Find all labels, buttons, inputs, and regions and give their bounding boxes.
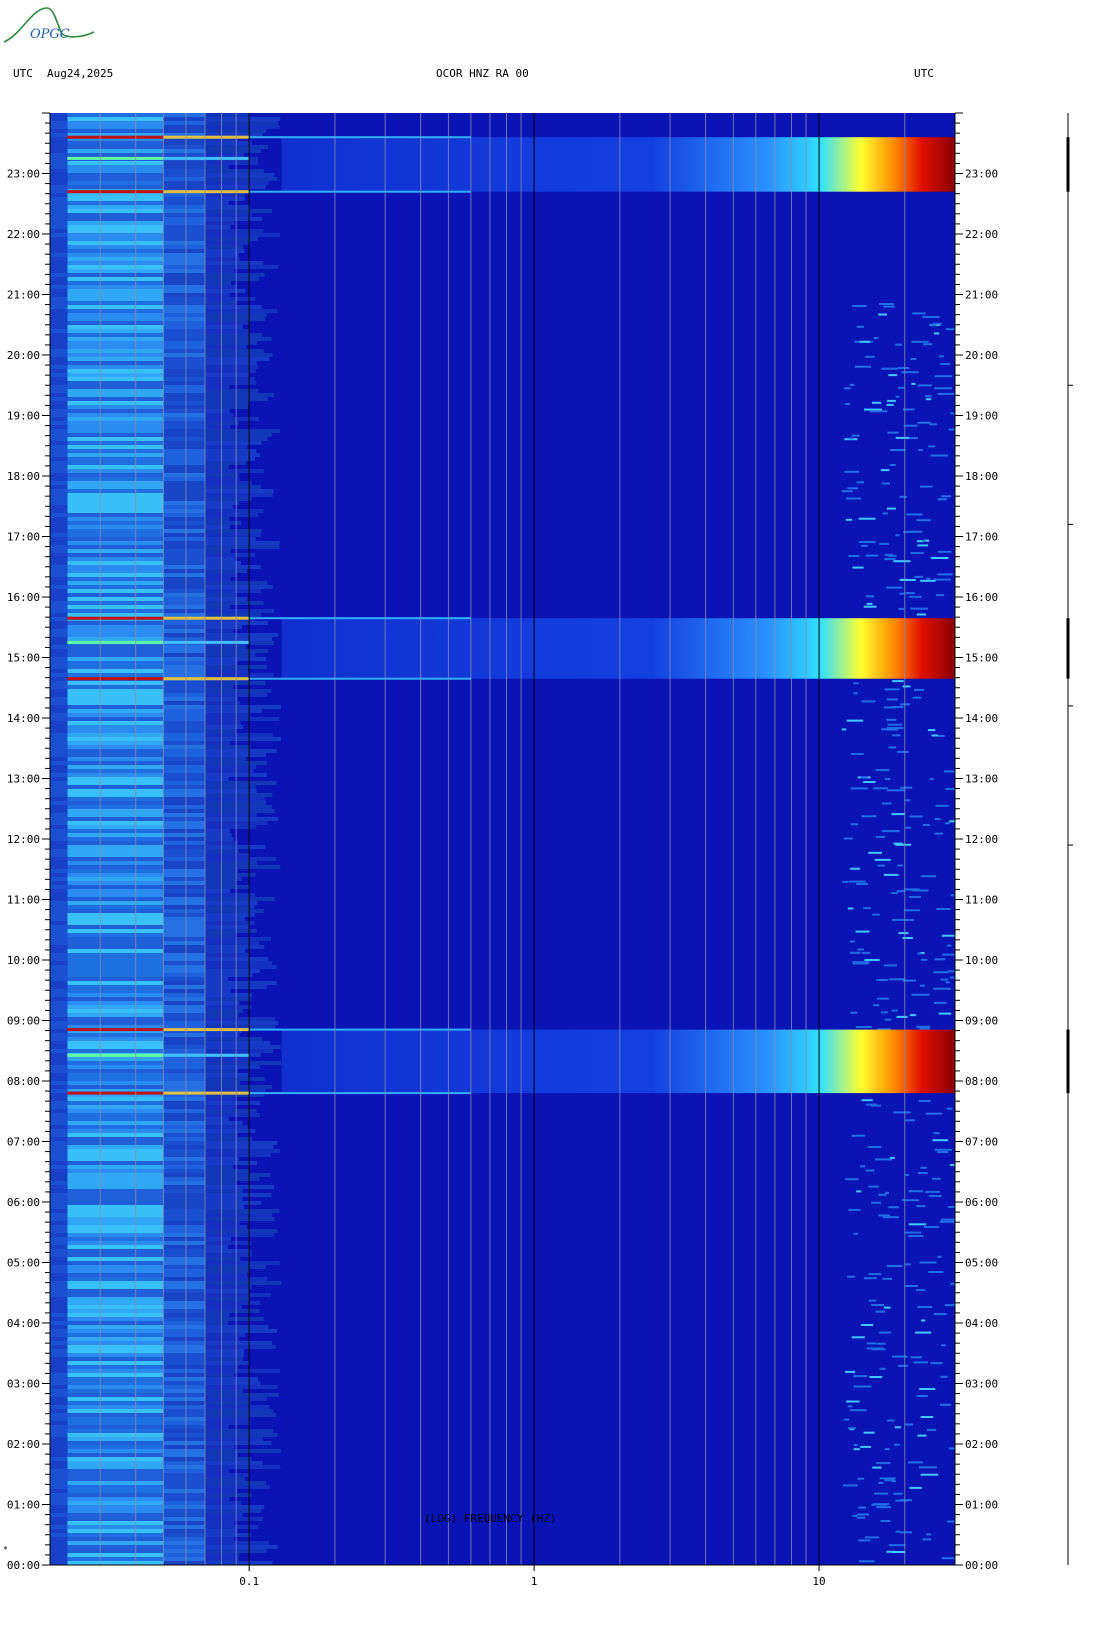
y-tick-label-right: 08:00 [965,1075,998,1088]
y-tick-label-left: 04:00 [7,1317,40,1330]
y-tick-label-left: 05:00 [7,1257,40,1270]
y-tick-label-right: 12:00 [965,833,998,846]
footer-mark: * [3,1545,8,1554]
event-edge-low-2 [67,677,164,681]
event-edge-mid-1 [163,1053,250,1057]
y-tick-label-left: 16:00 [7,591,40,604]
event-edge-mid-1 [163,1091,250,1095]
event-edge-mid-2 [163,677,250,681]
y-tick-label-left: 14:00 [7,712,40,725]
y-tick-label-left: 09:00 [7,1015,40,1028]
y-tick-label-right: 13:00 [965,773,998,786]
y-tick-label-right: 06:00 [965,1196,998,1209]
x-tick-label: 1 [531,1575,538,1588]
y-tick-label-left: 20:00 [7,349,40,362]
y-tick-label-right: 21:00 [965,289,998,302]
y-tick-label-right: 07:00 [965,1136,998,1149]
y-tick-label-right: 03:00 [965,1378,998,1391]
event-edge-tail-3 [249,190,471,193]
y-tick-label-right: 17:00 [965,531,998,544]
y-tick-label-left: 22:00 [7,228,40,241]
event-edge-mid-1 [163,1028,250,1032]
y-tick-label-left: 00:00 [7,1559,40,1572]
logo-text: OPGC [30,27,70,42]
event-edge-tail-2 [249,677,471,680]
utc-right-label: UTC [914,67,934,80]
station-title: OCOR HNZ RA 00 [436,67,529,80]
y-tick-label-left: 07:00 [7,1136,40,1149]
event-edge-low-1 [67,1053,164,1057]
event-edge-tail-1 [249,1092,471,1095]
event-edge-low-1 [67,1028,164,1032]
y-tick-label-right: 05:00 [965,1257,998,1270]
y-tick-label-right: 09:00 [965,1015,998,1028]
y-tick-label-right: 01:00 [965,1499,998,1512]
y-tick-label-right: 19:00 [965,410,998,423]
y-tick-label-left: 11:00 [7,894,40,907]
event-edge-low-2 [67,616,164,620]
y-tick-label-right: 00:00 [965,1559,998,1572]
y-tick-label-right: 16:00 [965,591,998,604]
y-tick-label-right: 22:00 [965,228,998,241]
event-edge-tail-2 [249,617,471,620]
y-tick-label-right: 18:00 [965,470,998,483]
y-tick-label-left: 21:00 [7,289,40,302]
event-edge-mid-2 [163,616,250,620]
y-tick-label-right: 20:00 [965,349,998,362]
y-tick-label-left: 12:00 [7,833,40,846]
event-edge-tail-1 [249,1028,471,1031]
y-tick-label-right: 10:00 [965,954,998,967]
y-tick-label-left: 10:00 [7,954,40,967]
y-tick-label-left: 06:00 [7,1196,40,1209]
event-edge-mid-2 [163,640,250,644]
event-edge-low-2 [67,640,164,644]
y-tick-label-left: 02:00 [7,1438,40,1451]
event-edge-low-3 [67,156,164,160]
y-tick-label-left: 18:00 [7,470,40,483]
y-tick-label-left: 01:00 [7,1499,40,1512]
y-tick-label-left: 03:00 [7,1378,40,1391]
event-block-2 [281,618,955,679]
y-tick-label-left: 13:00 [7,773,40,786]
event-block-1 [281,1029,955,1094]
logo: OPGC [2,4,97,48]
event-edge-mid-3 [163,190,250,194]
y-tick-label-right: 11:00 [965,894,998,907]
event-edge-low-3 [67,190,164,194]
y-tick-label-left: 23:00 [7,168,40,181]
spectrogram-heatmap [50,113,955,1565]
y-tick-label-right: 15:00 [965,652,998,665]
x-tick-label: 10 [812,1575,825,1588]
x-tick-label: 0.1 [239,1575,259,1588]
y-tick-label-left: 15:00 [7,652,40,665]
y-tick-label-right: 02:00 [965,1438,998,1451]
y-tick-label-left: 08:00 [7,1075,40,1088]
utc-left-label: UTC [13,67,33,80]
date-label: Aug24,2025 [47,67,114,80]
event-edge-low-1 [67,1091,164,1095]
x-axis-title: (LOG) FREQUENCY (HZ) [424,1512,557,1525]
opgc-logo-icon: OPGC [3,7,95,43]
y-tick-label-left: 17:00 [7,531,40,544]
event-edge-low-3 [67,135,164,139]
event-edge-mid-3 [163,135,250,139]
spectrogram-plot-area [50,113,955,1565]
y-tick-label-right: 23:00 [965,168,998,181]
event-edge-tail-3 [249,136,471,139]
event-edge-mid-3 [163,156,250,160]
y-tick-label-right: 04:00 [965,1317,998,1330]
y-tick-label-right: 14:00 [965,712,998,725]
y-tick-label-left: 19:00 [7,410,40,423]
event-block-3 [281,137,955,192]
